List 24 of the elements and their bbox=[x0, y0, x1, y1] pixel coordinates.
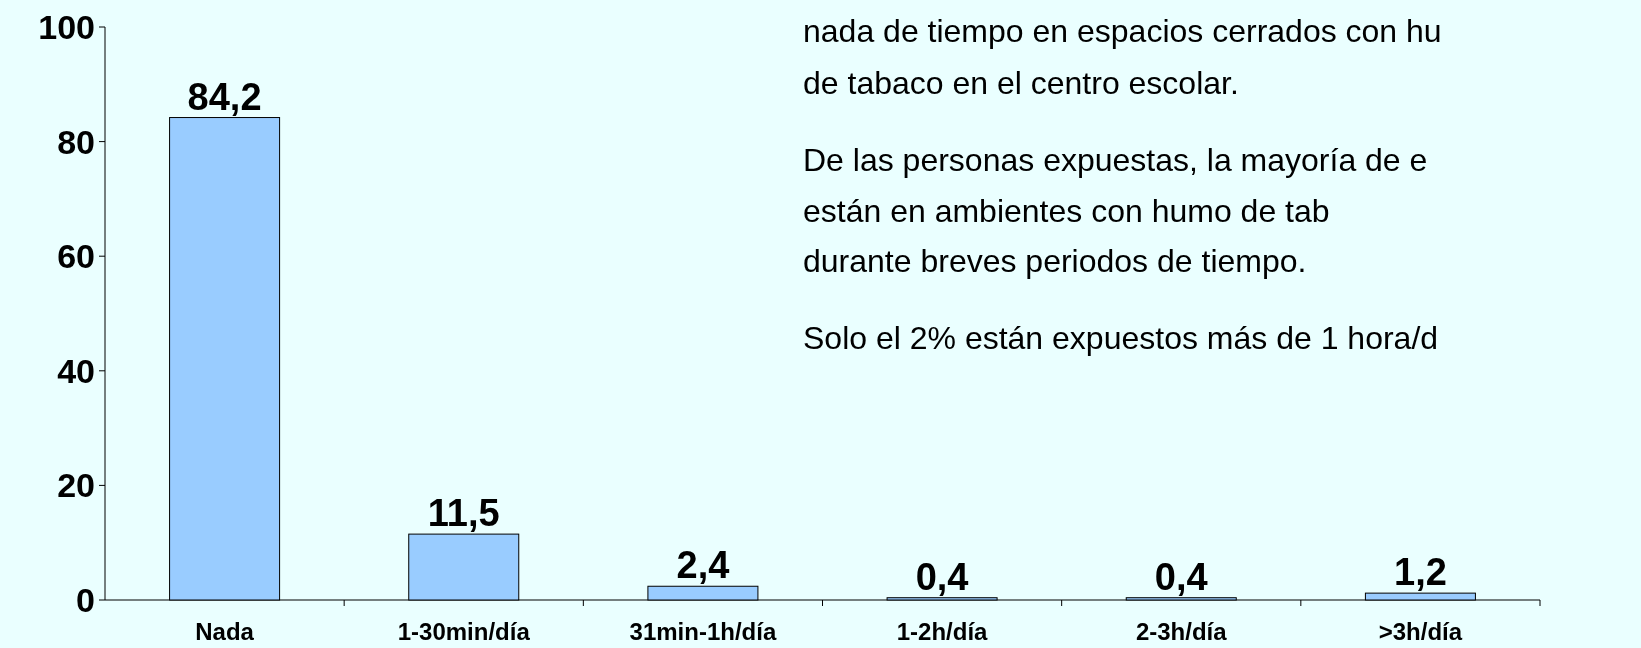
data-label: 11,5 bbox=[427, 492, 500, 535]
x-tick-label: 2-3h/día bbox=[1135, 618, 1228, 645]
data-label: 2,4 bbox=[676, 544, 730, 587]
annotation: nada de tiempo en espacios cerrados con hu bbox=[803, 13, 1442, 49]
annotation: De las personas expuestas, la mayoría de e bbox=[803, 142, 1428, 178]
data-label: 0,4 bbox=[1154, 555, 1208, 598]
annotation: de tabaco en el centro escolar. bbox=[803, 65, 1239, 101]
x-tick-label: 1-2h/día bbox=[896, 618, 989, 645]
annotation: Solo el 2% están expuestos más de 1 hora/d bbox=[803, 320, 1439, 356]
y-tick-label: 0 bbox=[76, 580, 95, 619]
y-tick-label: 80 bbox=[57, 122, 95, 161]
annotation: durante breves periodos de tiempo. bbox=[803, 243, 1307, 279]
y-tick-label: 100 bbox=[38, 7, 95, 46]
x-tick-label: 1-30min/día bbox=[397, 618, 531, 645]
x-tick-label: 31min-1h/día bbox=[629, 618, 777, 645]
y-tick-label: 20 bbox=[57, 466, 95, 505]
data-label: 0,4 bbox=[915, 555, 969, 598]
x-tick-label: Nada bbox=[195, 618, 255, 645]
y-tick-label: 40 bbox=[57, 351, 95, 390]
y-tick-label: 60 bbox=[57, 237, 95, 276]
x-tick-label: >3h/día bbox=[1378, 618, 1463, 645]
data-label: 84,2 bbox=[187, 75, 262, 118]
annotation: están en ambientes con humo de tab bbox=[803, 193, 1330, 229]
data-label: 1,2 bbox=[1394, 551, 1447, 594]
